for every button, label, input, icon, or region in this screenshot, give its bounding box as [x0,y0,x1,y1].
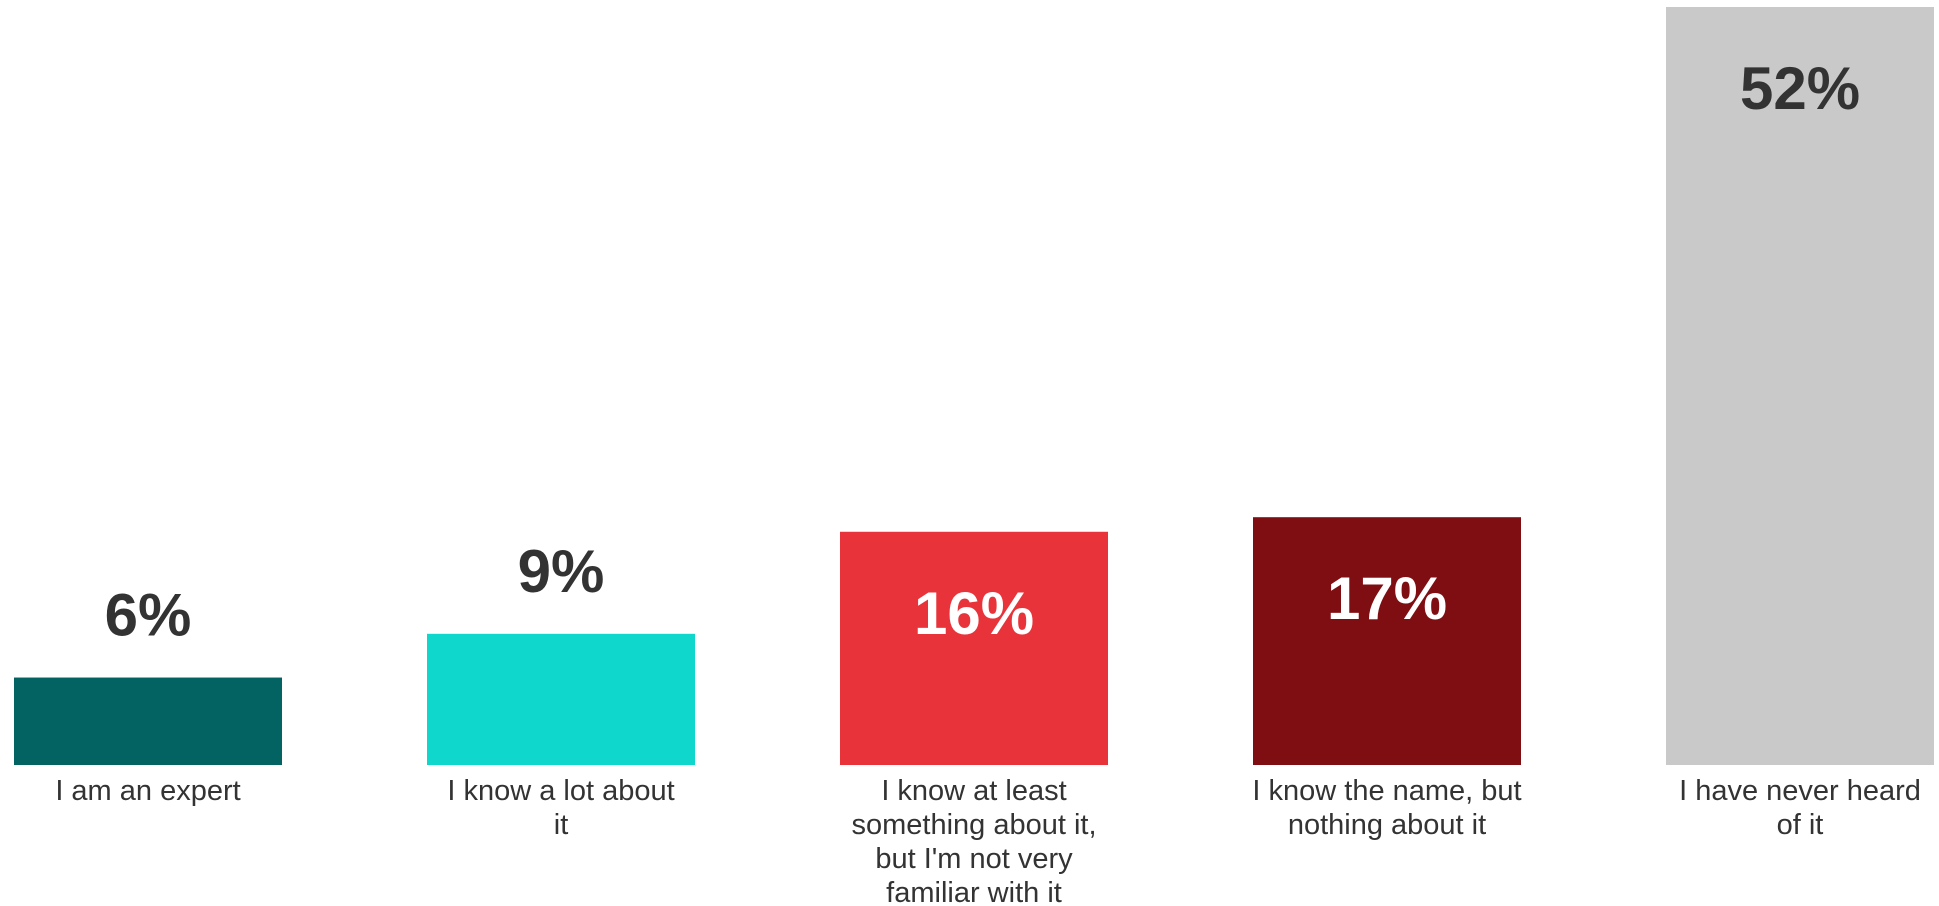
bar-5 [1666,7,1934,765]
bar-3 [840,531,1108,765]
bar-4 [1253,517,1521,765]
category-label-line: of it [1777,809,1824,841]
value-labels-group: 6% 9% 16% 17% 52% [105,55,1860,649]
value-label-5: 52% [1740,55,1860,122]
value-label-1: 6% [105,582,192,649]
category-label-line: I am an expert [55,775,240,807]
bars-group [14,7,1934,765]
category-label-1: I am an expert [55,775,240,807]
category-label-2: I know a lot about it [447,775,674,841]
value-label-3: 16% [914,580,1034,647]
category-label-line: I know at least [881,775,1066,807]
bar-2 [427,633,695,765]
category-label-line: but I'm not very [875,843,1073,875]
category-labels-group: I am an expert I know a lot about itI know… [55,775,1921,906]
category-label-line: familiar with it [886,877,1062,906]
category-label-line: it [554,809,569,841]
category-label-5: I have never heard of it [1679,775,1921,841]
value-label-2: 9% [518,538,605,605]
category-label-3: I know at least something about it, but I'… [851,775,1096,906]
category-label-4: I know the name, but nothing about it [1252,775,1521,841]
category-label-line: I have never heard [1679,775,1921,807]
value-label-4: 17% [1327,565,1447,632]
bar-1 [14,677,282,765]
category-label-line: I know a lot about [447,775,674,807]
category-label-line: nothing about it [1288,809,1486,841]
category-label-line: I know the name, but [1252,775,1521,807]
category-label-line: something about it, [851,809,1096,841]
